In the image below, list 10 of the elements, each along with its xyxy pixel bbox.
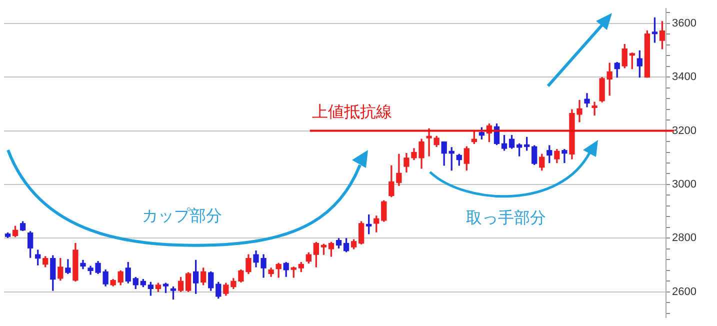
y-tick-label: 2600 (672, 286, 696, 298)
y-tick-label: 3600 (672, 17, 696, 30)
y-tick-label: 2800 (672, 232, 696, 244)
annotation: カップ部分 (142, 206, 222, 227)
y-tick-label: 3200 (672, 124, 696, 137)
candlestick (592, 102, 598, 116)
ref-line-label: 上値抵抗線 (312, 102, 392, 121)
annotation: 取っ手部分 (466, 208, 546, 229)
y-tick-label: 3400 (672, 71, 696, 84)
y-tick-label: 3000 (672, 178, 696, 191)
